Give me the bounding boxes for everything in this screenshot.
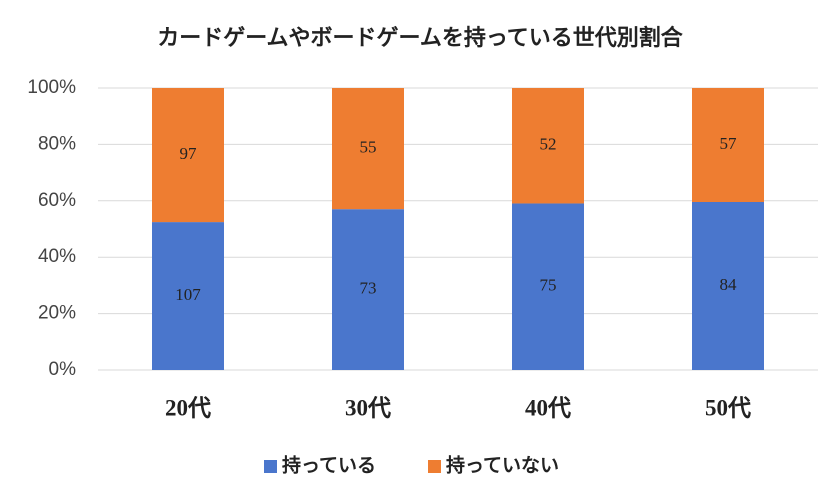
legend-swatch	[264, 460, 277, 473]
data-label: 97	[180, 144, 198, 163]
legend-label: 持っている	[282, 453, 376, 476]
y-tick-label: 0%	[49, 359, 77, 380]
x-tick-label: 40代	[525, 395, 571, 420]
bar-segment	[692, 202, 764, 370]
legend-swatch	[428, 460, 441, 473]
bar-segment	[152, 222, 224, 370]
bar-segment	[692, 88, 764, 202]
bar-segment	[512, 203, 584, 370]
chart-title: カードゲームやボードゲームを持っている世代別割合	[157, 25, 684, 50]
x-tick-label: 20代	[165, 395, 211, 420]
data-label: 55	[360, 137, 377, 156]
data-label: 73	[360, 278, 377, 297]
y-tick-label: 100%	[27, 77, 76, 98]
y-tick-label: 80%	[38, 133, 76, 154]
y-tick-label: 20%	[38, 303, 76, 324]
bar-segment	[332, 88, 404, 210]
legend-label: 持っていない	[446, 453, 559, 476]
data-label: 75	[540, 276, 557, 295]
data-label: 52	[540, 135, 557, 154]
bar-segment	[332, 209, 404, 370]
data-label: 57	[720, 134, 738, 153]
bar-segment	[512, 88, 584, 204]
data-label: 84	[720, 275, 738, 294]
x-tick-label: 50代	[705, 395, 751, 420]
bar-segment	[152, 88, 224, 223]
y-tick-label: 60%	[38, 190, 76, 211]
legend: 持っている 持っていない	[264, 453, 559, 476]
data-label: 107	[175, 285, 201, 304]
y-tick-label: 40%	[38, 246, 76, 267]
x-tick-label: 30代	[345, 395, 391, 420]
